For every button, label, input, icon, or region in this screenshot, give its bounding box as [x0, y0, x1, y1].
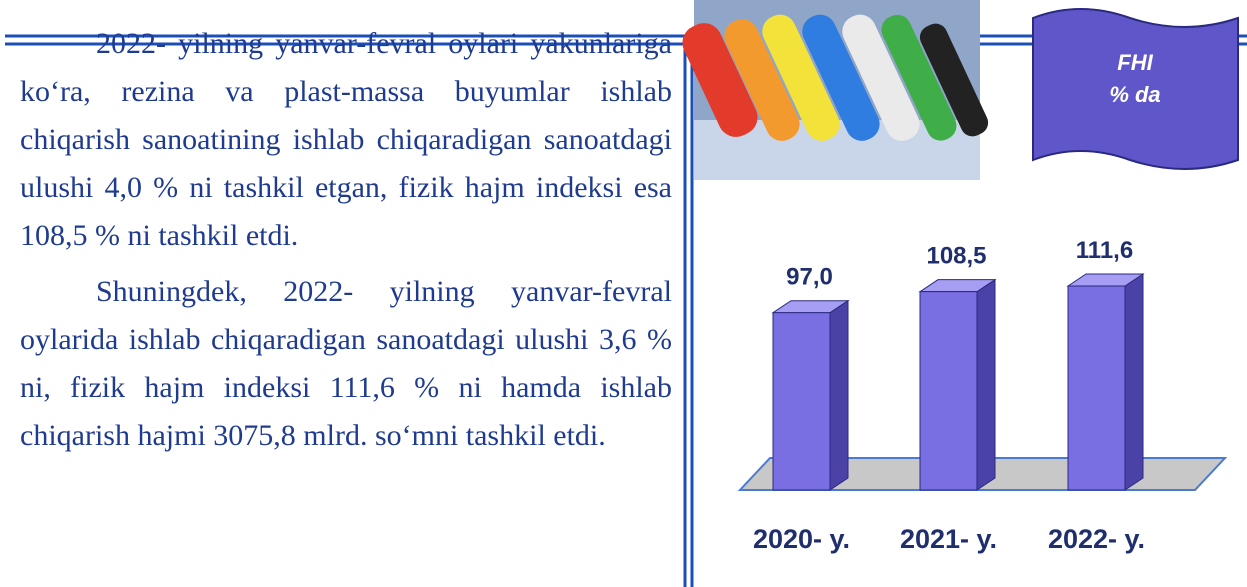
value-label: 111,6	[1076, 237, 1133, 264]
x-tick-label: 2021- y.	[900, 524, 997, 554]
paragraph: 2022- yilning yanvar-fevral oylari yakun…	[20, 20, 672, 260]
bar-side	[1125, 274, 1143, 490]
bar-side	[830, 301, 848, 490]
banner: FHI % da	[1033, 9, 1238, 169]
banner-line: FHI	[1117, 50, 1153, 75]
bar	[920, 292, 977, 490]
banner-line: % da	[1109, 82, 1160, 107]
value-label: 97,0	[786, 264, 833, 291]
bar	[773, 313, 830, 490]
page: FHI % da 97,0 2020- y. 108,5 2021- y. 111,6 2…	[0, 0, 1247, 587]
bar-side	[977, 280, 995, 490]
body-text: 2022- yilning yanvar-fevral oylari yakun…	[20, 20, 672, 468]
chart: 97,0 2020- y. 108,5 2021- y. 111,6 2022- y.	[753, 237, 1145, 554]
paragraph: Shuningdek, 2022- yilning yanvar-fevral …	[20, 268, 672, 460]
photo	[677, 0, 993, 180]
x-tick-label: 2022- y.	[1048, 524, 1145, 554]
bar	[1068, 286, 1125, 490]
x-tick-label: 2020- y.	[753, 524, 850, 554]
value-label: 108,5	[926, 243, 986, 270]
